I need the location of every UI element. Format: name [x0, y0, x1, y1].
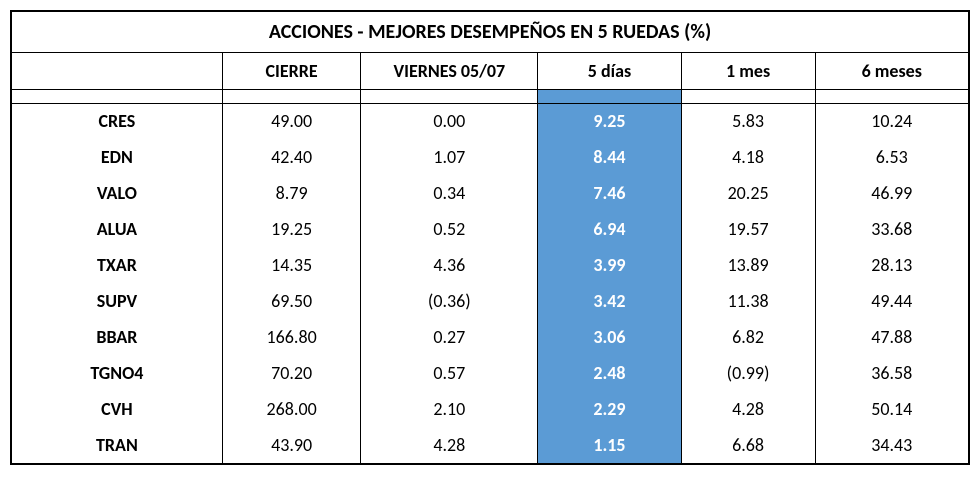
header-ticker [12, 53, 222, 89]
cell-viernes: 0.57 [361, 355, 538, 391]
cell-viernes: 4.36 [361, 247, 538, 283]
cell-1mes: 20.25 [681, 175, 815, 211]
table-row: TRAN43.904.281.156.6834.43 [12, 427, 968, 463]
cell-6meses: 28.13 [815, 247, 968, 283]
spacer-row [12, 89, 968, 103]
cell-viernes: 0.00 [361, 103, 538, 139]
cell-ticker: CVH [12, 391, 222, 427]
cell-1mes: 13.89 [681, 247, 815, 283]
cell-6meses: 10.24 [815, 103, 968, 139]
table-row: CVH268.002.102.294.2850.14 [12, 391, 968, 427]
cell-1mes: 6.82 [681, 319, 815, 355]
cell-5dias: 7.46 [538, 175, 681, 211]
cell-ticker: TRAN [12, 427, 222, 463]
header-5dias: 5 días [538, 53, 681, 89]
performance-table-container: ACCIONES - MEJORES DESEMPEÑOS EN 5 RUEDA… [10, 10, 970, 465]
cell-5dias: 8.44 [538, 139, 681, 175]
table-row: VALO8.790.347.4620.2546.99 [12, 175, 968, 211]
table-row: TXAR14.354.363.9913.8928.13 [12, 247, 968, 283]
cell-5dias: 3.99 [538, 247, 681, 283]
table-body: CRES49.000.009.255.8310.24EDN42.401.078.… [12, 89, 968, 463]
cell-6meses: 46.99 [815, 175, 968, 211]
cell-ticker: EDN [12, 139, 222, 175]
cell-ticker: TGNO4 [12, 355, 222, 391]
cell-5dias: 2.29 [538, 391, 681, 427]
cell-cierre: 19.25 [222, 211, 361, 247]
cell-5dias: 3.42 [538, 283, 681, 319]
cell-5dias: 2.48 [538, 355, 681, 391]
cell-cierre: 42.40 [222, 139, 361, 175]
cell-viernes: 0.34 [361, 175, 538, 211]
cell-viernes: 2.10 [361, 391, 538, 427]
performance-table: CIERRE VIERNES 05/07 5 días 1 mes 6 mese… [12, 53, 968, 463]
cell-ticker: SUPV [12, 283, 222, 319]
cell-6meses: 36.58 [815, 355, 968, 391]
table-title: ACCIONES - MEJORES DESEMPEÑOS EN 5 RUEDA… [12, 12, 968, 53]
cell-ticker: VALO [12, 175, 222, 211]
cell-5dias: 3.06 [538, 319, 681, 355]
cell-5dias: 9.25 [538, 103, 681, 139]
cell-cierre: 166.80 [222, 319, 361, 355]
cell-1mes: 5.83 [681, 103, 815, 139]
cell-6meses: 49.44 [815, 283, 968, 319]
cell-cierre: 14.35 [222, 247, 361, 283]
header-cierre: CIERRE [222, 53, 361, 89]
cell-6meses: 33.68 [815, 211, 968, 247]
cell-6meses: 50.14 [815, 391, 968, 427]
table-row: TGNO470.200.572.48(0.99)36.58 [12, 355, 968, 391]
cell-1mes: 4.28 [681, 391, 815, 427]
cell-cierre: 8.79 [222, 175, 361, 211]
header-6meses: 6 meses [815, 53, 968, 89]
cell-viernes: 1.07 [361, 139, 538, 175]
cell-viernes: 0.52 [361, 211, 538, 247]
cell-cierre: 69.50 [222, 283, 361, 319]
cell-1mes: 19.57 [681, 211, 815, 247]
cell-5dias: 6.94 [538, 211, 681, 247]
cell-1mes: 6.68 [681, 427, 815, 463]
cell-ticker: ALUA [12, 211, 222, 247]
header-row: CIERRE VIERNES 05/07 5 días 1 mes 6 mese… [12, 53, 968, 89]
header-1mes: 1 mes [681, 53, 815, 89]
table-row: EDN42.401.078.444.186.53 [12, 139, 968, 175]
cell-6meses: 34.43 [815, 427, 968, 463]
cell-1mes: 4.18 [681, 139, 815, 175]
cell-cierre: 70.20 [222, 355, 361, 391]
cell-1mes: (0.99) [681, 355, 815, 391]
cell-ticker: CRES [12, 103, 222, 139]
cell-viernes: 0.27 [361, 319, 538, 355]
cell-5dias: 1.15 [538, 427, 681, 463]
table-row: SUPV69.50(0.36)3.4211.3849.44 [12, 283, 968, 319]
cell-1mes: 11.38 [681, 283, 815, 319]
cell-cierre: 43.90 [222, 427, 361, 463]
cell-ticker: TXAR [12, 247, 222, 283]
cell-6meses: 47.88 [815, 319, 968, 355]
table-row: CRES49.000.009.255.8310.24 [12, 103, 968, 139]
cell-cierre: 268.00 [222, 391, 361, 427]
table-row: BBAR166.800.273.066.8247.88 [12, 319, 968, 355]
cell-viernes: 4.28 [361, 427, 538, 463]
cell-viernes: (0.36) [361, 283, 538, 319]
cell-ticker: BBAR [12, 319, 222, 355]
cell-cierre: 49.00 [222, 103, 361, 139]
header-viernes: VIERNES 05/07 [361, 53, 538, 89]
cell-6meses: 6.53 [815, 139, 968, 175]
table-row: ALUA19.250.526.9419.5733.68 [12, 211, 968, 247]
